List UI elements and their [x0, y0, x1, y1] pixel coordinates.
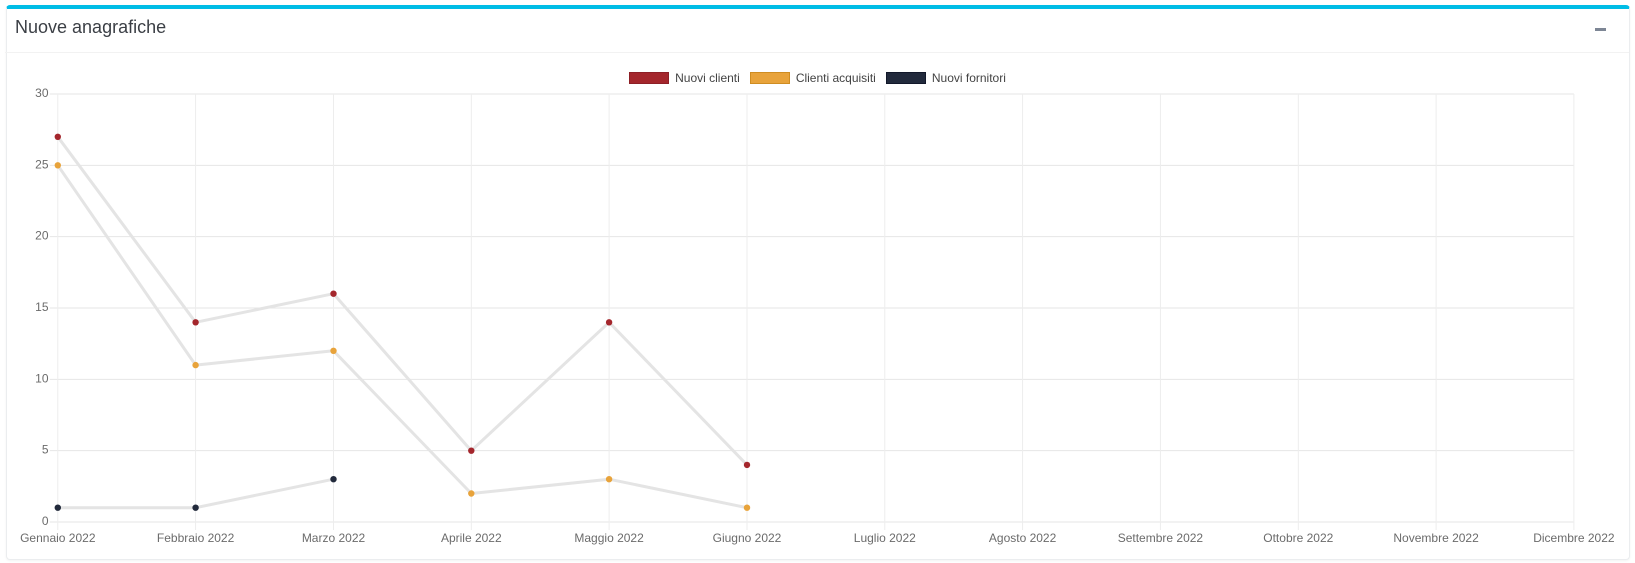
svg-text:Novembre 2022: Novembre 2022	[1393, 531, 1479, 545]
svg-text:5: 5	[42, 443, 49, 457]
svg-text:Agosto 2022: Agosto 2022	[989, 531, 1057, 545]
svg-text:Febbraio 2022: Febbraio 2022	[157, 531, 235, 545]
svg-text:Dicembre 2022: Dicembre 2022	[1533, 531, 1615, 545]
svg-text:0: 0	[42, 514, 49, 528]
svg-text:Aprile 2022: Aprile 2022	[441, 531, 502, 545]
svg-text:Giugno 2022: Giugno 2022	[713, 531, 782, 545]
svg-text:25: 25	[35, 157, 49, 171]
svg-text:Settembre 2022: Settembre 2022	[1118, 531, 1204, 545]
svg-text:Maggio 2022: Maggio 2022	[574, 531, 644, 545]
svg-text:Luglio 2022: Luglio 2022	[854, 531, 916, 545]
svg-text:30: 30	[35, 86, 49, 100]
svg-text:Ottobre 2022: Ottobre 2022	[1263, 531, 1333, 545]
svg-text:10: 10	[35, 371, 49, 385]
svg-text:15: 15	[35, 300, 49, 314]
svg-text:Marzo 2022: Marzo 2022	[302, 531, 366, 545]
svg-text:20: 20	[35, 229, 49, 243]
svg-text:Gennaio 2022: Gennaio 2022	[20, 531, 96, 545]
